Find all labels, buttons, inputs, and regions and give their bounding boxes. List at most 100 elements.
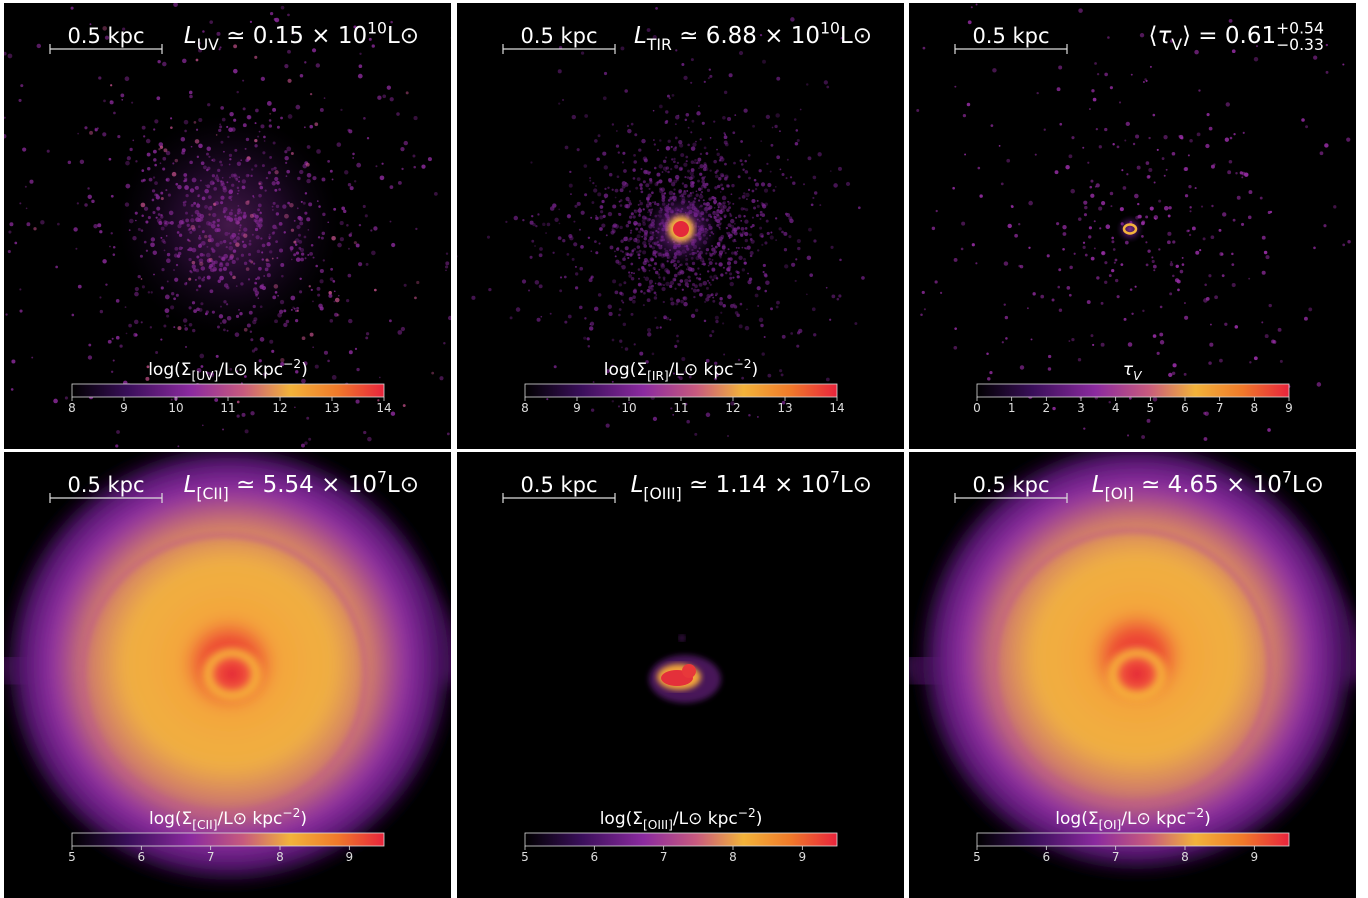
particle — [1084, 205, 1088, 210]
particle — [760, 201, 764, 205]
particle — [636, 245, 641, 249]
particle — [222, 428, 224, 431]
particle — [702, 281, 708, 286]
particle — [1059, 122, 1063, 126]
particle — [667, 139, 671, 143]
particle — [322, 259, 325, 262]
particle — [203, 165, 207, 170]
particle — [1269, 210, 1273, 214]
particle — [722, 304, 726, 308]
particle — [228, 189, 234, 194]
particle — [272, 201, 276, 205]
particle — [255, 277, 258, 281]
particle — [962, 113, 967, 118]
particle — [254, 139, 258, 143]
particle — [696, 288, 700, 292]
particle — [268, 237, 271, 240]
particle — [1236, 195, 1241, 200]
colorbar-tick-label: 7 — [1112, 850, 1120, 864]
particle — [412, 154, 416, 158]
particle — [202, 30, 205, 33]
scale-bar-label: 0.5 kpc — [972, 24, 1049, 48]
particle — [198, 236, 202, 240]
particle — [724, 271, 728, 275]
particle — [719, 222, 722, 225]
particle — [1090, 193, 1095, 198]
particle — [330, 267, 334, 271]
particle — [165, 150, 171, 156]
particle — [749, 254, 753, 258]
particle — [309, 332, 314, 337]
particle — [242, 107, 246, 111]
particle — [665, 170, 668, 173]
particle — [272, 231, 276, 234]
text-part: 7 — [1282, 468, 1292, 486]
particle — [1093, 247, 1096, 250]
particle — [355, 399, 360, 404]
particle — [1127, 434, 1130, 437]
particle — [633, 247, 637, 251]
particle — [952, 186, 955, 190]
particle — [283, 309, 287, 313]
particle — [254, 281, 257, 285]
particle — [692, 142, 697, 147]
particle — [176, 231, 180, 234]
particle — [1156, 148, 1159, 151]
particle — [781, 172, 785, 176]
particle — [238, 176, 240, 178]
particle — [764, 241, 768, 245]
particle — [370, 229, 373, 232]
particle — [191, 264, 196, 269]
colorbar-tick-label: 1 — [1008, 401, 1016, 415]
particle — [216, 179, 220, 183]
particle — [763, 188, 769, 193]
particle — [699, 152, 703, 156]
particle — [413, 116, 418, 121]
particle — [1058, 268, 1062, 272]
particle — [331, 235, 336, 241]
particle — [618, 212, 622, 216]
particle — [703, 164, 708, 169]
particle — [655, 294, 658, 296]
particle — [1152, 264, 1157, 269]
particle — [703, 80, 706, 83]
particle — [223, 150, 225, 153]
particle — [639, 183, 643, 187]
particle — [764, 289, 768, 293]
particle — [1261, 321, 1264, 324]
particle — [681, 357, 686, 362]
particle — [642, 180, 646, 184]
particle — [327, 160, 331, 163]
particle — [658, 164, 663, 169]
particle — [954, 327, 957, 330]
text-part: TIR — [646, 36, 672, 54]
particle — [746, 198, 748, 201]
text-part: L — [1092, 472, 1105, 498]
particle — [616, 246, 620, 250]
particle — [714, 377, 717, 381]
colorbar-tick-label: 12 — [272, 401, 287, 415]
particle — [632, 168, 636, 172]
particle — [238, 308, 240, 311]
particle — [270, 167, 274, 171]
particle — [672, 372, 675, 375]
particle — [129, 218, 134, 224]
particle — [231, 259, 236, 265]
particle — [271, 181, 276, 186]
particle — [102, 132, 107, 137]
particle — [1158, 199, 1162, 203]
particle — [676, 177, 679, 180]
particle — [977, 166, 981, 170]
panel: 0.5 kpc L[OI] ≃ 4.65 × 107L⊙log(Σ[OI]/L⊙ … — [909, 452, 1356, 898]
particle — [1104, 127, 1108, 132]
colorbar-tick-label: 0 — [973, 401, 981, 415]
particle — [146, 152, 151, 157]
particle — [261, 164, 265, 168]
particle — [268, 119, 272, 122]
particle — [219, 46, 222, 49]
particle — [333, 290, 336, 293]
particle — [248, 310, 253, 315]
particle — [649, 257, 654, 262]
particle — [225, 245, 228, 249]
particle — [208, 155, 211, 158]
